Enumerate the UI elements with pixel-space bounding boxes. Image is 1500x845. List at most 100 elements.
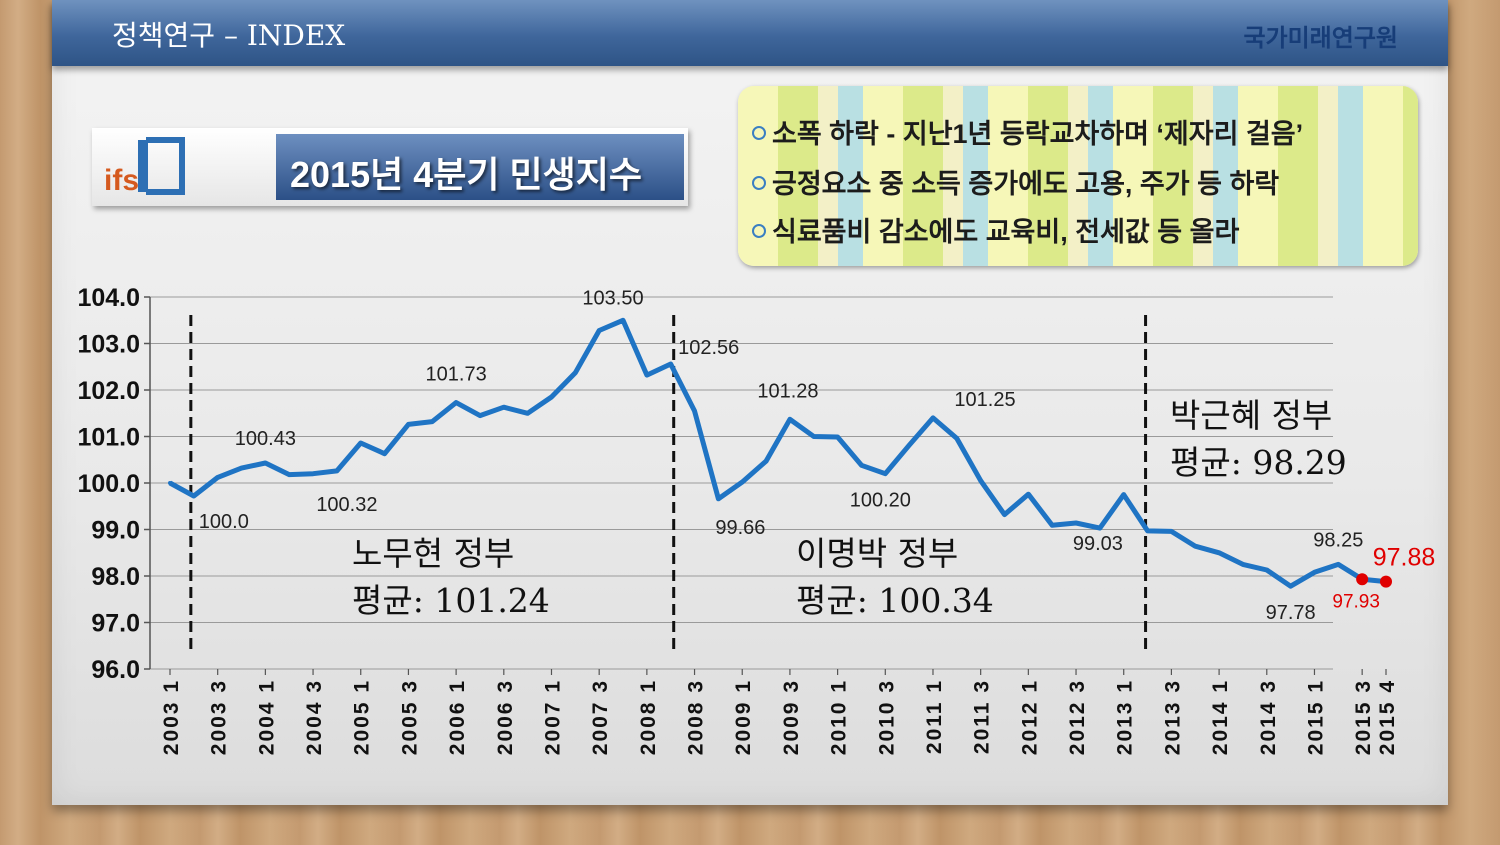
data-point: [811, 434, 816, 439]
y-tick-label: 96.0: [91, 656, 140, 684]
data-point: [525, 411, 530, 416]
value-label: 101.73: [426, 364, 487, 386]
x-tick-label: 2012 1: [1018, 679, 1041, 755]
x-tick-label: 2012 3: [1066, 679, 1089, 755]
x-tick-label: 2006 3: [494, 679, 517, 755]
value-label: 99.03: [1073, 533, 1123, 555]
data-point: [1169, 529, 1174, 534]
highlight-point: [1380, 575, 1392, 588]
data-point: [835, 434, 840, 439]
x-tick-label: 2010 1: [828, 679, 851, 755]
data-point: [382, 451, 387, 456]
data-point: [1336, 562, 1341, 567]
x-tick-label: 2007 3: [589, 679, 612, 755]
data-point: [239, 466, 244, 471]
summary-notes: 소폭 하락 - 지난1년 등락교차하며 ‘제자리 걸음’ 긍정요소 중 소득 증…: [738, 86, 1418, 266]
data-point: [692, 408, 697, 413]
y-tick-label: 101.0: [77, 424, 140, 452]
value-label: 98.25: [1313, 529, 1363, 551]
ifs-logo-icon: ifs: [104, 137, 185, 197]
highlight-point: [1356, 573, 1369, 586]
period-name: 박근혜 정부: [1170, 396, 1332, 435]
data-point: [1026, 492, 1031, 497]
data-point: [978, 478, 983, 483]
bullet-icon: [752, 175, 766, 190]
period-average: 평균: 98.29: [1170, 443, 1347, 482]
data-point: [859, 463, 864, 468]
period-average: 평균: 100.34: [796, 581, 994, 620]
data-point: [573, 370, 578, 375]
note-item: 식료품비 감소에도 교육비, 전세값 등 올라: [752, 210, 1239, 249]
data-point: [1312, 570, 1317, 575]
data-point: [1217, 550, 1222, 555]
x-tick-label: 2013 1: [1114, 679, 1137, 755]
x-tick-label: 2015 3: [1352, 679, 1375, 755]
note-item: 긍정요소 중 소득 증가에도 고용, 주가 등 하락: [752, 162, 1279, 201]
period-name: 이명박 정부: [796, 534, 958, 573]
y-tick-label: 98.0: [91, 563, 140, 591]
chart-title-badge: ifs 2015년 4분기 민생지수: [92, 128, 688, 206]
x-tick-label: 2004 3: [303, 679, 326, 755]
data-point: [430, 419, 435, 424]
x-tick-label: 2009 1: [732, 679, 755, 755]
x-tick-label: 2003 1: [160, 679, 183, 755]
data-point: [1240, 562, 1245, 567]
data-point: [621, 318, 626, 323]
value-label: 100.0: [199, 511, 249, 533]
data-point: [787, 417, 792, 422]
note-text: 긍정요소 중 소득 증가에도 고용, 주가 등 하락: [772, 169, 1280, 199]
y-tick-label: 100.0: [77, 470, 140, 498]
x-tick-label: 2015 1: [1304, 679, 1327, 755]
data-point: [501, 405, 506, 410]
data-point: [740, 480, 745, 485]
data-point: [1145, 528, 1150, 533]
y-tick-label: 97.0: [91, 610, 140, 638]
data-point: [168, 481, 172, 485]
x-tick-label: 2007 1: [541, 679, 564, 755]
header-bar: 정책연구 – INDEX 국가미래연구원: [52, 0, 1448, 66]
highlight-label: 97.88: [1373, 544, 1436, 572]
data-point: [1264, 567, 1269, 572]
data-point: [597, 328, 602, 333]
data-point: [334, 468, 339, 473]
value-label: 100.32: [316, 494, 377, 516]
y-tick-label: 99.0: [91, 517, 140, 545]
data-point: [549, 394, 554, 399]
data-point: [358, 441, 363, 446]
period-average: 평균: 101.24: [352, 581, 550, 620]
data-point: [883, 471, 888, 476]
note-text: 소폭 하락 - 지난1년 등락교차하며 ‘제자리 걸음’: [772, 119, 1304, 149]
y-tick-label: 104.0: [77, 284, 140, 312]
data-point: [1074, 520, 1079, 525]
data-point: [191, 494, 196, 499]
series-line: [168, 317, 1387, 589]
value-label: 103.50: [582, 287, 643, 309]
data-point: [1288, 584, 1293, 589]
data-point: [215, 475, 220, 480]
header-title: 정책연구 – INDEX: [112, 19, 346, 52]
header-org: 국가미래연구원: [1243, 24, 1398, 52]
value-label: 101.28: [757, 380, 818, 402]
bullet-icon: [752, 223, 766, 238]
data-point: [907, 443, 912, 448]
value-label: 97.78: [1266, 602, 1316, 624]
x-tick-label: 2003 3: [208, 679, 231, 755]
data-point: [1193, 544, 1198, 549]
x-tick-label: 2011 3: [971, 679, 994, 754]
x-tick-label: 2014 1: [1209, 679, 1232, 755]
x-tick-label: 2011 1: [923, 679, 946, 754]
note-text: 식료품비 감소에도 교육비, 전세값 등 올라: [772, 217, 1240, 247]
data-point: [716, 496, 721, 501]
data-point: [311, 471, 316, 476]
data-point: [644, 373, 649, 378]
y-tick-label: 102.0: [77, 377, 140, 405]
value-label: 100.20: [850, 490, 911, 512]
x-tick-label: 2014 3: [1257, 679, 1280, 755]
data-point: [1002, 512, 1007, 517]
value-label: 102.56: [678, 337, 739, 359]
data-point: [1097, 526, 1102, 531]
data-point: [1121, 492, 1126, 497]
x-tick-label: 2009 3: [780, 679, 803, 755]
x-tick-label: 2005 3: [398, 679, 421, 755]
